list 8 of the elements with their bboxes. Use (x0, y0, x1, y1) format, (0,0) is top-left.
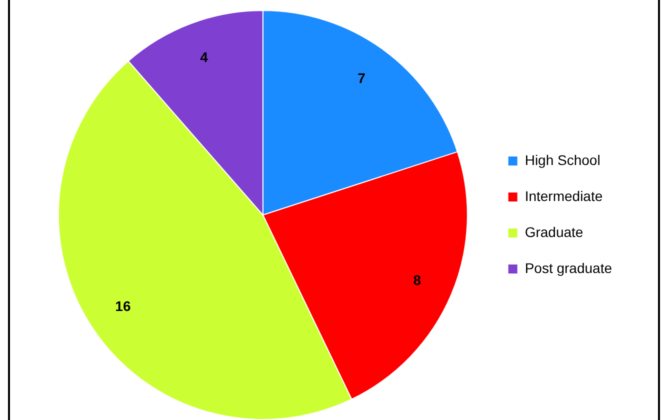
data-label: 7 (358, 70, 366, 86)
legend-label: High School (524, 152, 600, 168)
legend-label: Post graduate (524, 260, 612, 276)
legend-label: Intermediate (524, 188, 603, 204)
data-label: 4 (200, 48, 208, 65)
legend-label: Graduate (524, 224, 584, 240)
data-label: 8 (413, 272, 422, 288)
data-label: 16 (115, 298, 131, 314)
